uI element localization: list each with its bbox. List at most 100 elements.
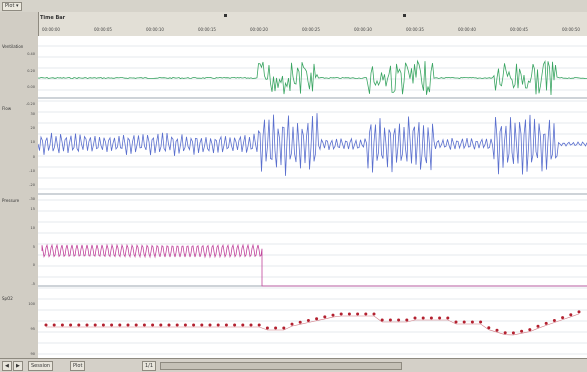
time-tick-label: 00:00:40 [458, 27, 476, 32]
channel-tick-label: -0.20 [25, 102, 35, 106]
spo2-dot [528, 328, 532, 332]
spo2-dot [511, 331, 515, 335]
spo2-dot [339, 312, 343, 316]
spo2-dot [126, 323, 130, 327]
tab-session[interactable]: Session [28, 361, 54, 371]
spo2-dot [388, 318, 392, 322]
spo2-dot [544, 321, 548, 325]
channel-tick-label: -10 [29, 168, 35, 173]
horizontal-scrollbar[interactable] [160, 362, 402, 370]
channel-tick-label: 0.00 [27, 85, 35, 90]
channel-sidebar: Ventilation Flow Pressure SpO2 0.40 0.20 0… [0, 12, 39, 358]
tab-plot[interactable]: Plot [70, 361, 86, 371]
channel-tick-label: 30 [30, 112, 35, 116]
time-tick-label: 00:00:30 [354, 27, 372, 32]
page-indicator: 1/1 [142, 361, 157, 371]
ventilation-trace [38, 59, 587, 96]
spo2-dot [364, 312, 368, 316]
time-tick-label: 00:00:50 [562, 27, 580, 32]
spo2-dot [577, 310, 581, 314]
status-bar: ◀ ▶ Session Plot 1/1 [0, 358, 587, 372]
channel-label-pressure: Pressure [2, 198, 20, 203]
nav-next-button[interactable]: ▶ [13, 361, 23, 371]
spo2-dot [134, 323, 138, 327]
spo2-dots [44, 310, 581, 335]
spo2-dot [282, 326, 286, 330]
channel-tick-label: 0 [32, 154, 35, 159]
nav-prev-button[interactable]: ◀ [2, 361, 12, 371]
spo2-dot [462, 320, 466, 324]
spo2-dot [208, 323, 212, 327]
spo2-line [46, 313, 580, 336]
spo2-dot [397, 318, 401, 322]
spo2-dot [175, 323, 179, 327]
spo2-dot [446, 316, 450, 320]
spo2-dot [323, 315, 327, 319]
spo2-dot [224, 323, 228, 327]
channel-tick-label: 95 [30, 327, 35, 331]
channel-tick-label: 20 [30, 126, 35, 131]
time-tick-label: 00:00:20 [250, 27, 268, 32]
spo2-dot [380, 318, 384, 322]
view-menu-button[interactable]: Plot ▾ [2, 2, 22, 11]
spo2-dot [85, 323, 89, 327]
time-tick-label: 00:00:10 [146, 27, 164, 32]
spo2-dot [569, 313, 573, 317]
channel-tick-label: 10 [30, 140, 35, 145]
spo2-dot [306, 319, 310, 322]
time-marker-left-icon[interactable] [224, 14, 227, 17]
time-bar-title: Time Bar [40, 15, 66, 21]
spo2-dot [503, 331, 507, 335]
spo2-dot [60, 323, 64, 327]
spo2-dot [356, 312, 360, 316]
spo2-dot [315, 317, 319, 321]
spo2-dot [241, 323, 245, 327]
spo2-dot [159, 323, 163, 327]
spo2-dot [552, 319, 556, 322]
spo2-dot [192, 323, 196, 327]
channel-label-ventilation: Ventilation [2, 44, 24, 49]
spo2-dot [249, 323, 253, 327]
spo2-dot [520, 329, 524, 333]
spo2-dot [183, 323, 187, 327]
spo2-dot [110, 323, 114, 327]
spo2-dot [93, 323, 97, 327]
flow-trace [38, 113, 587, 176]
spo2-dot [347, 312, 351, 316]
time-bar: Time Bar 00:00:00 00:00:05 00:00:10 00:00:1… [38, 12, 587, 37]
channel-tick-label: -5 [31, 282, 36, 286]
channel-tick-label: 10 [30, 225, 35, 230]
pressure-trace [41, 243, 587, 287]
time-tick-label: 00:00:15 [198, 27, 216, 32]
spo2-dot [233, 323, 237, 327]
channel-tick-label: 100 [28, 302, 35, 306]
channel-tick-label: 15 [30, 207, 35, 211]
spo2-dot [470, 320, 474, 324]
time-tick-label: 00:00:35 [406, 27, 424, 32]
plot-grid [38, 45, 587, 355]
time-marker-right-icon[interactable] [403, 14, 406, 17]
spo2-dot [495, 328, 499, 332]
spo2-dot [101, 323, 105, 327]
spo2-dot [142, 323, 146, 327]
channel-tick-label: 0 [32, 263, 35, 268]
spo2-dot [216, 323, 220, 327]
spo2-dot [421, 316, 425, 320]
time-tick-label: 00:00:45 [510, 27, 528, 32]
spo2-dot [44, 323, 48, 327]
signal-plot-area[interactable] [38, 36, 587, 358]
spo2-dot [298, 320, 302, 324]
spo2-dot [487, 326, 491, 330]
channel-tick-label: 5 [32, 244, 35, 249]
channel-tick-label: 0.20 [27, 68, 35, 73]
spo2-dot [77, 323, 81, 327]
spo2-dot [52, 323, 56, 327]
time-tick-label: 00:00:25 [302, 27, 320, 32]
spo2-dot [167, 323, 171, 327]
spo2-dot [290, 322, 294, 326]
channel-tick-label: -20 [29, 182, 35, 187]
spo2-dot [438, 316, 442, 320]
channel-label-spo2: SpO2 [2, 296, 13, 301]
spo2-dot [405, 318, 409, 322]
time-tick-label: 00:00:05 [94, 27, 112, 32]
